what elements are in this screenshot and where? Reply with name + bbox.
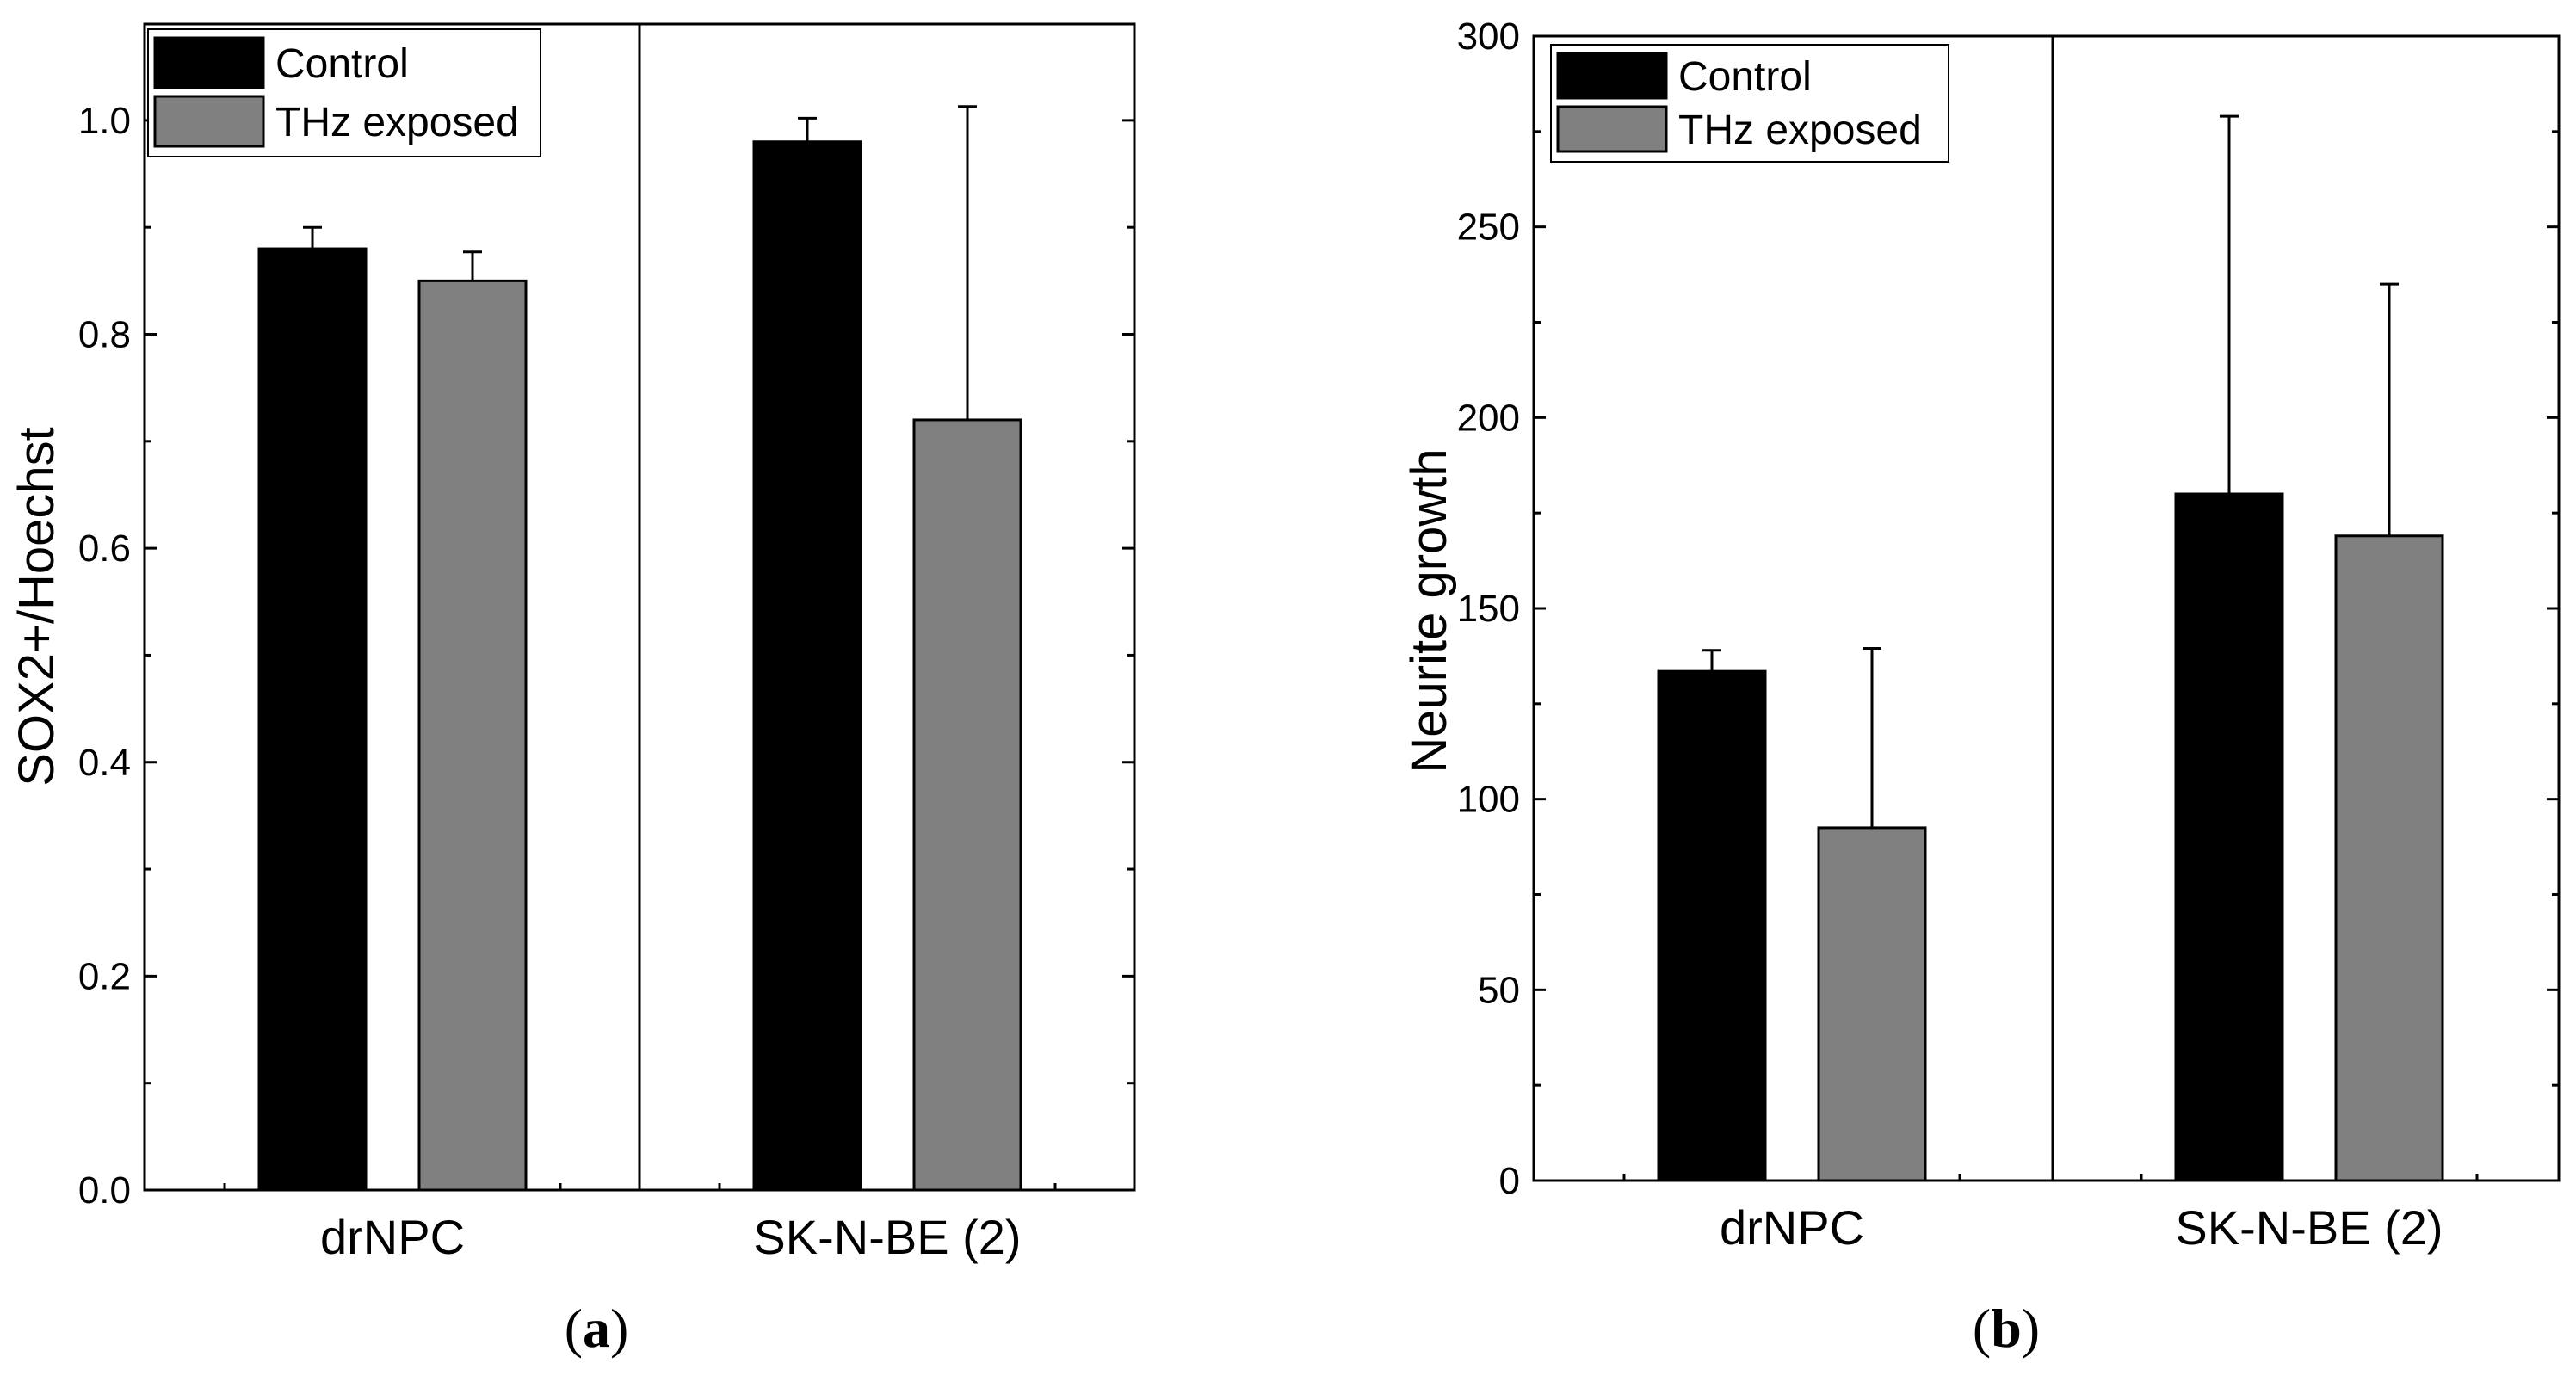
panel-label-letter: a — [583, 1298, 610, 1359]
bar — [2334, 534, 2444, 1182]
legend-swatch — [1556, 52, 1668, 100]
x-category-label: drNPC — [1720, 1200, 1864, 1255]
bar — [752, 140, 862, 1192]
bar — [257, 247, 368, 1192]
x-category-label: SK-N-BE (2) — [753, 1210, 1021, 1264]
x-category-label: SK-N-BE (2) — [2175, 1200, 2443, 1255]
y-tick-label: 0.2 — [78, 955, 131, 997]
y-tick-label: 0 — [1499, 1160, 1520, 1202]
bar — [417, 279, 528, 1192]
chart-panel-b: 0 50 100 150 200 250 300 drNPC SK-N-BE (2) Neurit… — [1401, 15, 2561, 1359]
panel-label-letter: b — [1991, 1298, 2022, 1359]
panel-label-close-paren: ) — [2022, 1298, 2040, 1359]
panel-label-open-paren: ( — [1973, 1298, 1991, 1359]
y-tick-label: 50 — [1478, 969, 1520, 1011]
panel-label-close-paren: ) — [610, 1298, 628, 1359]
y-tick-label: 1.0 — [78, 100, 131, 142]
panel-label-open-paren: ( — [565, 1298, 583, 1359]
legend: Control THz exposed — [147, 28, 541, 157]
panel-label: (b) — [1973, 1298, 2040, 1359]
y-axis-label: SOX2+/Hoechst — [9, 427, 65, 786]
y-axis-label: Neurite growth — [1401, 448, 1457, 773]
legend-swatch — [1556, 105, 1668, 153]
panel-label: (a) — [565, 1298, 629, 1359]
legend-swatch — [153, 36, 265, 89]
y-tick-label: 150 — [1457, 588, 1520, 630]
y-tick-label: 250 — [1457, 207, 1520, 249]
chart-panel-a: 0.0 0.2 0.4 0.6 0.8 1.0 drNPC SK-N-BE (2) SOX2+/… — [9, 22, 1136, 1359]
y-tick-label: 100 — [1457, 779, 1520, 821]
legend-swatch — [153, 95, 265, 148]
x-category-label: drNPC — [320, 1210, 465, 1264]
legend: Control THz exposed — [1550, 44, 1949, 163]
legend-label: Control — [275, 41, 409, 87]
bar — [2174, 492, 2284, 1182]
bar — [1817, 826, 1927, 1182]
legend-label: Control — [1678, 54, 1812, 100]
bar — [912, 418, 1022, 1192]
legend-label: THz exposed — [275, 100, 519, 145]
y-tick-label: 200 — [1457, 397, 1520, 439]
y-tick-label: 0.4 — [78, 742, 131, 784]
y-tick-label: 0.0 — [78, 1169, 131, 1212]
y-tick-label: 0.8 — [78, 314, 131, 356]
y-tick-label: 0.6 — [78, 527, 131, 570]
legend-label: THz exposed — [1678, 108, 1922, 153]
bar — [1657, 669, 1767, 1182]
y-tick-label: 300 — [1457, 15, 1520, 58]
